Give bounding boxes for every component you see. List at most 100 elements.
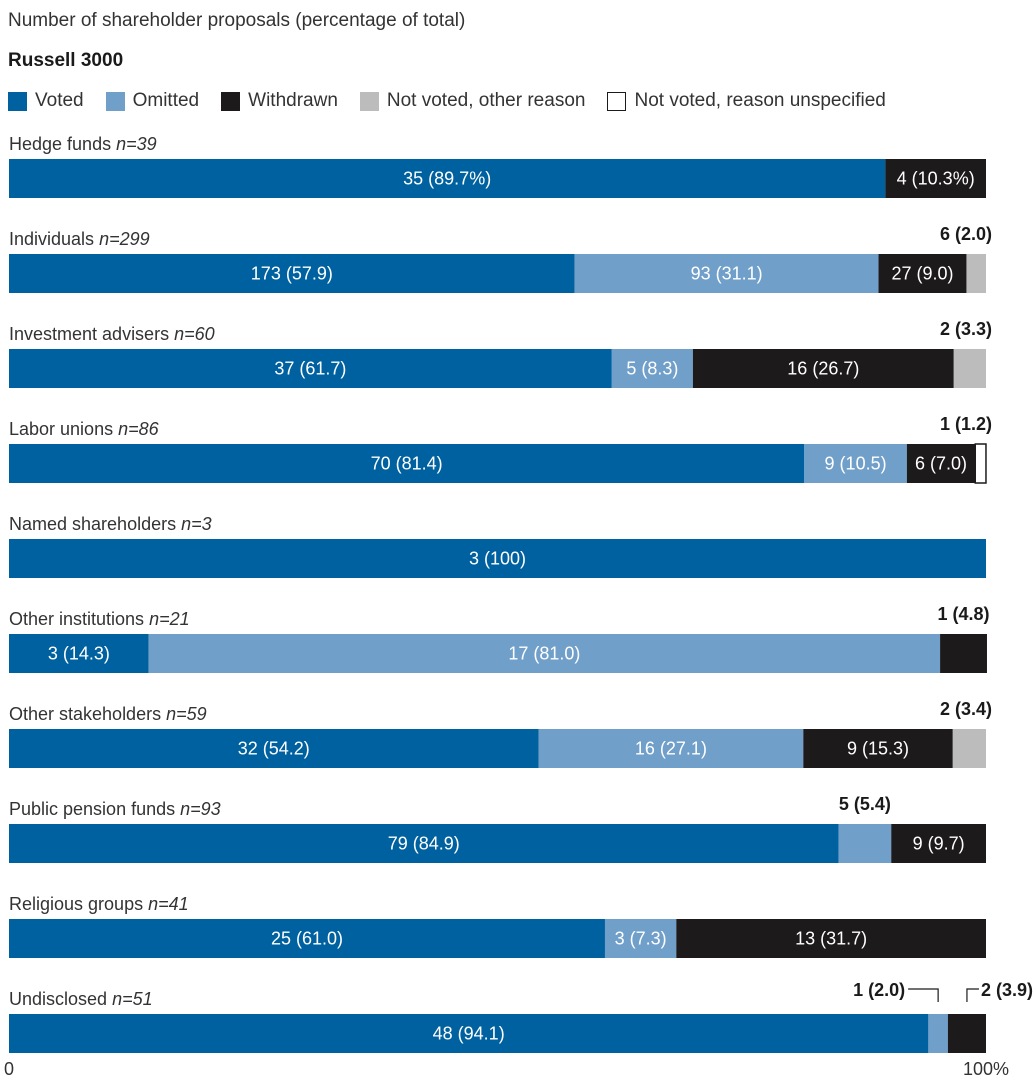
category-label-named-shareholders: Named shareholders n=3	[9, 514, 212, 534]
bar-segment-undisclosed-2	[947, 1014, 986, 1053]
bar-segment-other-stakeholders-2	[803, 729, 953, 768]
bar-segment-public-pension-funds-0	[9, 824, 839, 863]
category-name: Other institutions	[9, 609, 149, 629]
bar-segment-other-stakeholders-3	[952, 729, 986, 768]
legend-swatch-not-voted-unspecified	[607, 91, 627, 111]
bar-segment-labor-unions-0	[9, 444, 805, 483]
data-label-other-stakeholders-1: 16 (27.1)	[635, 739, 707, 759]
category-label-labor-unions: Labor unions n=86	[9, 419, 160, 439]
category-n: n=93	[180, 799, 221, 819]
bar-segment-other-institutions-2	[940, 634, 987, 673]
legend: Voted Omitted Withdrawn Not voted, other…	[8, 89, 908, 113]
legend-label-withdrawn: Withdrawn	[248, 90, 338, 111]
legend-label-not-voted-other: Not voted, other reason	[386, 90, 586, 111]
outside-label-undisclosed-1: 2 (3.9)	[981, 980, 1033, 1000]
category-name: Other stakeholders	[9, 704, 166, 724]
data-label-other-stakeholders-2: 9 (15.3)	[847, 739, 909, 759]
category-name: Undisclosed	[9, 989, 112, 1009]
bar-segment-public-pension-funds-1	[838, 824, 892, 863]
bar-segment-named-shareholders-0	[9, 539, 986, 578]
x-tick-label-100: 100%	[963, 1059, 1009, 1079]
data-label-public-pension-funds-2: 9 (9.7)	[913, 834, 965, 854]
legend-label-voted: Voted	[35, 90, 84, 111]
data-label-other-institutions-0: 3 (14.3)	[48, 644, 110, 664]
bar-segment-investment-advisers-0	[9, 349, 612, 388]
legend-item-withdrawn: Withdrawn	[221, 90, 338, 112]
data-label-labor-unions-1: 9 (10.5)	[825, 454, 887, 474]
category-label-undisclosed: Undisclosed n=51	[9, 989, 153, 1009]
chart-subtitle: Russell 3000	[8, 50, 124, 71]
bar-segment-public-pension-funds-2	[891, 824, 986, 863]
category-label-hedge-funds: Hedge funds n=39	[9, 134, 157, 154]
data-label-other-institutions-1: 17 (81.0)	[508, 644, 580, 664]
category-label-other-institutions: Other institutions n=21	[9, 609, 190, 629]
bar-segment-religious-groups-1	[604, 919, 677, 958]
data-label-labor-unions-0: 70 (81.4)	[371, 454, 443, 474]
outside-label-other-stakeholders-0: 2 (3.4)	[940, 699, 992, 719]
legend-swatch-withdrawn	[221, 91, 241, 111]
data-label-investment-advisers-2: 16 (26.7)	[787, 359, 859, 379]
label-bracket-undisclosed-1	[966, 988, 979, 1002]
data-label-hedge-funds-2: 4 (10.3%)	[897, 169, 975, 189]
outside-label-individuals-0: 6 (2.0)	[940, 224, 992, 244]
data-label-investment-advisers-1: 5 (8.3)	[626, 359, 678, 379]
category-name: Investment advisers	[9, 324, 174, 344]
category-n: n=59	[166, 704, 207, 724]
category-label-investment-advisers: Investment advisers n=60	[9, 324, 215, 344]
x-tick-label-0: 0	[4, 1059, 14, 1079]
bar-segment-individuals-0	[9, 254, 575, 293]
bar-segment-investment-advisers-1	[611, 349, 693, 388]
bar-segment-individuals-3	[966, 254, 986, 293]
bar-segment-individuals-1	[574, 254, 879, 293]
data-label-public-pension-funds-0: 79 (84.9)	[388, 834, 460, 854]
bar-segment-religious-groups-0	[9, 919, 605, 958]
outside-label-public-pension-funds-0: 5 (5.4)	[839, 794, 891, 814]
category-n: n=3	[181, 514, 212, 534]
category-label-other-stakeholders: Other stakeholders n=59	[9, 704, 207, 724]
data-label-individuals-0: 173 (57.9)	[251, 264, 333, 284]
bar-segment-other-stakeholders-1	[538, 729, 804, 768]
outside-label-undisclosed-0: 1 (2.0)	[853, 980, 905, 1000]
data-label-other-stakeholders-0: 32 (54.2)	[238, 739, 310, 759]
outside-label-other-institutions-0: 1 (4.8)	[938, 604, 990, 624]
category-n: n=41	[148, 894, 189, 914]
legend-item-not-voted-other: Not voted, other reason	[359, 90, 586, 112]
bar-segment-other-stakeholders-0	[9, 729, 539, 768]
bar-segment-labor-unions-4	[974, 443, 987, 484]
legend-label-omitted: Omitted	[132, 90, 200, 111]
category-n: n=39	[116, 134, 157, 154]
bar-segment-other-institutions-0	[9, 634, 149, 673]
data-label-undisclosed-0: 48 (94.1)	[433, 1024, 505, 1044]
data-label-individuals-1: 93 (31.1)	[691, 264, 763, 284]
legend-swatch-omitted	[105, 91, 125, 111]
data-label-religious-groups-2: 13 (31.7)	[795, 929, 867, 949]
legend-item-voted: Voted	[8, 90, 84, 112]
bar-segment-individuals-2	[878, 254, 967, 293]
bar-segment-labor-unions-2	[906, 444, 976, 483]
data-label-hedge-funds-0: 35 (89.7%)	[403, 169, 491, 189]
legend-label-not-voted-unspecified: Not voted, reason unspecified	[634, 90, 886, 111]
data-label-investment-advisers-0: 37 (61.7)	[274, 359, 346, 379]
bar-segment-other-institutions-1	[148, 634, 941, 673]
outside-label-investment-advisers-0: 2 (3.3)	[940, 319, 992, 339]
bar-segment-hedge-funds-2	[885, 159, 986, 198]
bar-segment-religious-groups-2	[676, 919, 986, 958]
chart-title: Number of shareholder proposals (percent…	[8, 10, 466, 31]
category-name: Labor unions	[9, 419, 118, 439]
data-label-religious-groups-0: 25 (61.0)	[271, 929, 343, 949]
bar-segment-undisclosed-0	[9, 1014, 929, 1053]
legend-item-not-voted-unspecified: Not voted, reason unspecified	[607, 90, 886, 112]
legend-swatch-not-voted-other	[359, 91, 379, 111]
category-n: n=86	[118, 419, 160, 439]
bar-segment-labor-unions-1	[804, 444, 907, 483]
category-name: Named shareholders	[9, 514, 181, 534]
data-label-religious-groups-1: 3 (7.3)	[615, 929, 667, 949]
category-n: n=60	[174, 324, 215, 344]
legend-item-omitted: Omitted	[105, 90, 200, 112]
category-name: Religious groups	[9, 894, 148, 914]
label-bracket-undisclosed-0	[908, 988, 939, 1002]
bar-segment-undisclosed-1	[928, 1014, 948, 1053]
category-name: Individuals	[9, 229, 99, 249]
outside-label-labor-unions-0: 1 (1.2)	[940, 414, 992, 434]
